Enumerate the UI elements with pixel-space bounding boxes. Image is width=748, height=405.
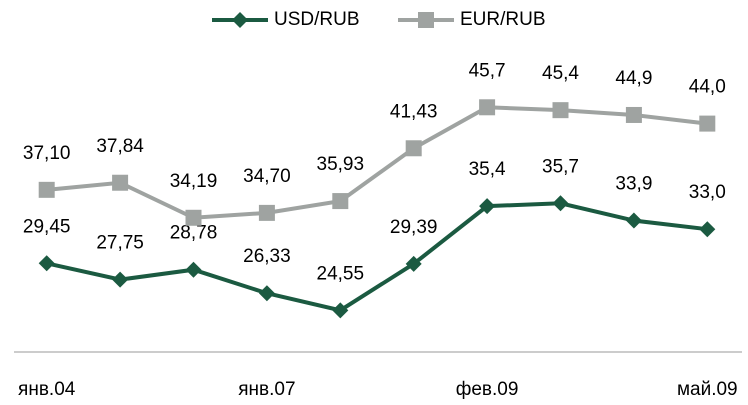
data-label: 45,7 <box>469 60 506 81</box>
series-line <box>46 201 708 313</box>
x-tick-label: фев.09 <box>456 379 519 400</box>
marker <box>185 209 202 226</box>
data-label: 34,70 <box>243 166 291 187</box>
data-label: 37,84 <box>96 136 144 157</box>
data-label: 29,45 <box>23 216 71 237</box>
marker <box>112 174 129 191</box>
data-label: 33,9 <box>615 174 652 195</box>
x-tick-label: май.09 <box>677 379 738 400</box>
data-label: 35,4 <box>469 159 506 180</box>
marker <box>625 212 642 229</box>
data-label: 37,10 <box>23 143 71 164</box>
data-label: 44,0 <box>689 77 726 98</box>
marker <box>38 255 55 272</box>
x-tick-label: янв.07 <box>238 379 295 400</box>
data-label: 35,7 <box>542 156 579 177</box>
marker <box>418 12 434 28</box>
data-label: 41,43 <box>390 101 438 122</box>
marker <box>258 285 275 302</box>
data-label: 45,4 <box>542 63 579 84</box>
marker <box>625 106 642 123</box>
marker <box>332 302 349 319</box>
marker <box>38 181 55 198</box>
data-label: 33,0 <box>689 182 726 203</box>
marker <box>185 261 202 278</box>
marker <box>552 102 569 119</box>
data-label: 34,19 <box>170 171 218 192</box>
data-label: 29,39 <box>390 217 438 238</box>
data-label: 26,33 <box>243 246 291 267</box>
marker <box>699 115 716 132</box>
data-label: 24,55 <box>317 263 365 284</box>
marker <box>405 140 422 157</box>
x-tick-label: янв.04 <box>18 379 76 400</box>
legend-label: USD/RUB <box>274 9 360 30</box>
marker <box>552 195 569 212</box>
data-label: 44,9 <box>615 68 652 89</box>
data-label: 27,75 <box>96 233 144 254</box>
marker <box>232 12 248 28</box>
series-line <box>46 105 708 220</box>
marker <box>405 255 422 272</box>
marker <box>479 198 496 215</box>
legend-label: EUR/RUB <box>460 9 546 30</box>
marker <box>699 221 716 238</box>
data-label: 35,93 <box>317 154 365 175</box>
marker <box>479 99 496 116</box>
marker <box>258 204 275 221</box>
marker <box>332 193 349 210</box>
data-label: 28,78 <box>170 223 218 244</box>
marker <box>112 271 129 288</box>
